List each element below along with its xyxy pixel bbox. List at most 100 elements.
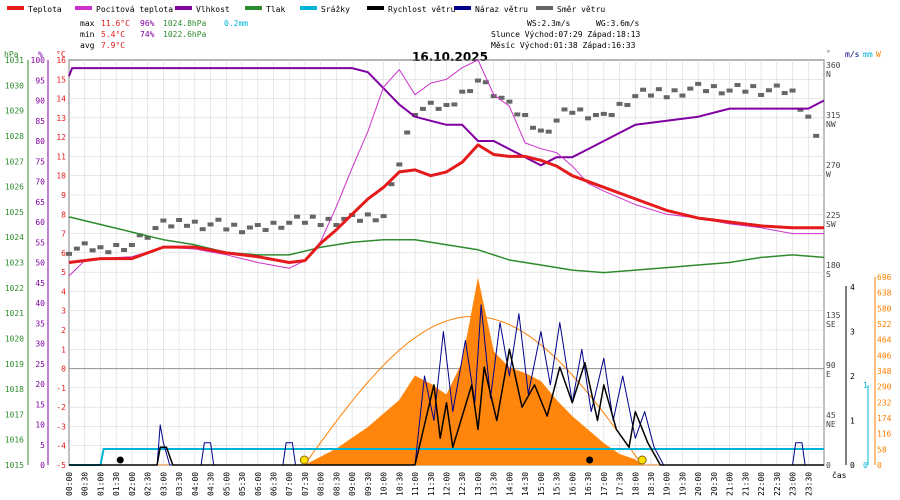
tick-label-direction: 45 — [826, 411, 836, 420]
stat-max-temp: 11.6°C — [101, 19, 130, 28]
tick-label-radiation: 232 — [877, 398, 892, 407]
tick-label-time: 14:30 — [521, 472, 530, 496]
tick-label-time: 07:30 — [301, 472, 310, 496]
tick-label-pressure: 1021 — [5, 309, 24, 318]
tick-label-pressure: 1028 — [5, 132, 24, 141]
tick-label-time: 12:00 — [443, 472, 452, 496]
tick-label-direction: 360 — [826, 61, 841, 70]
legend-swatch-rain — [300, 6, 317, 10]
series-direction-point — [561, 107, 568, 112]
series-direction-point — [805, 114, 812, 119]
stat-min-hum: 74% — [140, 30, 155, 39]
tick-label-time: 23:30 — [804, 472, 813, 496]
series-direction-point — [797, 107, 804, 112]
tick-label-temperature: 8 — [61, 210, 66, 219]
stat-min-label: min — [80, 30, 95, 39]
series-direction-point — [356, 218, 363, 223]
tick-label-radiation: 348 — [877, 367, 892, 376]
tick-label-time: 11:30 — [427, 472, 436, 496]
tick-label-humidity: 10 — [35, 421, 45, 430]
unit-labels: hPa % °C ° m/s mm W čas — [4, 49, 881, 480]
tick-label-humidity: 15 — [35, 400, 45, 409]
unit-temperature: °C — [56, 50, 66, 59]
series-direction-point — [498, 95, 505, 100]
tick-label-direction: 0 — [826, 461, 831, 470]
tick-label-humidity: 60 — [35, 218, 45, 227]
legend-item-feels: Pocitová teplota — [75, 5, 173, 14]
tick-label-radiation: 290 — [877, 383, 892, 392]
tick-label-radiation: 522 — [877, 320, 892, 329]
series-direction-point — [482, 80, 489, 85]
tick-label-rain: 0 — [863, 461, 868, 470]
series-direction-point — [687, 86, 694, 91]
tick-label-temperature: 1 — [61, 345, 66, 354]
sunrise-marker — [299, 455, 309, 465]
tick-label-time: 05:30 — [238, 472, 247, 496]
tick-label-direction-name: S — [826, 270, 831, 279]
tick-label-temperature: -4 — [56, 442, 66, 451]
tick-label-temperature: 5 — [61, 268, 66, 277]
tick-label-direction-name: NW — [826, 120, 836, 129]
tick-label-temperature: 15 — [56, 75, 66, 84]
tick-label-radiation: 638 — [877, 289, 892, 298]
stat-max-press: 1024.8hPa — [163, 19, 207, 28]
stat-avg-label: avg — [80, 41, 95, 50]
series-direction-point — [144, 235, 151, 240]
legend-swatch-dir — [536, 6, 553, 10]
series-feels-line — [68, 59, 824, 277]
series-direction-point — [81, 241, 88, 246]
series-direction-point — [176, 218, 183, 222]
tick-label-humidity: 95 — [35, 76, 45, 85]
series-direction-point — [317, 223, 324, 227]
tick-label-time: 18:00 — [631, 472, 640, 496]
unit-pressure: hPa — [4, 50, 19, 59]
tick-label-direction-name: SW — [826, 220, 836, 229]
tick-label-humidity: 55 — [35, 238, 45, 247]
tick-label-pressure: 1016 — [5, 436, 24, 445]
tick-label-time: 21:00 — [726, 472, 735, 496]
legend-item-wind: Rychlost větru — [367, 5, 456, 14]
tick-label-temperature: 6 — [61, 249, 66, 258]
series-direction-point — [105, 250, 112, 255]
tick-label-time: 00:00 — [65, 472, 74, 496]
stat-wg: WG:3.6m/s — [596, 19, 640, 28]
moonrise-marker — [116, 456, 124, 464]
series-direction-point — [459, 89, 466, 94]
sunset-marker — [637, 455, 647, 465]
series-direction-point — [781, 91, 788, 96]
series-direction-point — [490, 94, 497, 99]
series-direction-point — [474, 78, 481, 83]
series-direction-point — [121, 248, 128, 252]
tick-label-time: 17:00 — [600, 472, 609, 496]
series-direction-point — [286, 220, 293, 225]
axes: 1015101610171018101910201021102210231024… — [5, 56, 892, 496]
tick-label-radiation: 696 — [877, 273, 892, 282]
series-direction-point — [113, 243, 120, 247]
tick-label-pressure: 1022 — [5, 284, 24, 293]
tick-label-time: 07:00 — [285, 472, 294, 496]
series-direction-point — [577, 107, 584, 112]
tick-label-humidity: 100 — [31, 56, 46, 65]
unit-wind: m/s — [845, 50, 860, 59]
legend-item-rain: Srážky — [300, 5, 350, 14]
series-direction-point — [726, 88, 733, 93]
series-direction-point — [191, 219, 198, 224]
legend-label-hum: Vlhkost — [196, 5, 230, 14]
tick-label-radiation: 116 — [877, 430, 892, 439]
series-direction-point — [199, 227, 206, 232]
series-direction-point — [742, 89, 749, 94]
series-direction-point — [773, 83, 780, 88]
series-direction-point — [671, 88, 678, 93]
series-direction-point — [396, 162, 403, 167]
tick-label-time: 02:30 — [144, 472, 153, 496]
legend-label-rain: Srážky — [321, 5, 350, 14]
tick-label-humidity: 20 — [35, 380, 45, 389]
series-direction-point — [813, 133, 820, 138]
tick-label-humidity: 30 — [35, 340, 45, 349]
series-direction-point — [647, 93, 654, 98]
tick-label-temperature: -2 — [56, 403, 66, 412]
tick-label-humidity: 80 — [35, 137, 45, 146]
series-direction-point — [632, 94, 639, 99]
unit-radiation: W — [876, 50, 881, 59]
tick-label-humidity: 50 — [35, 259, 45, 268]
